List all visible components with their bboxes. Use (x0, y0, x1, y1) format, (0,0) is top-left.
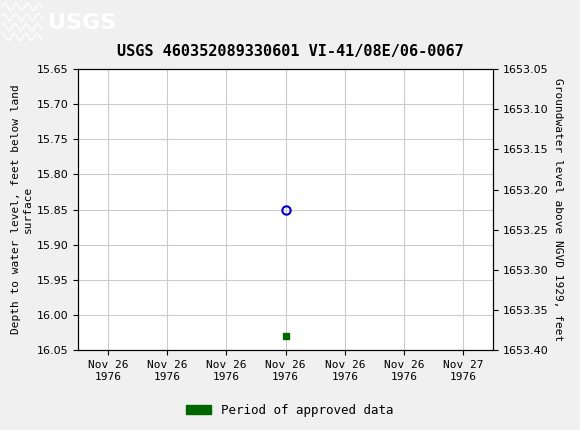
Text: USGS: USGS (48, 13, 116, 33)
Text: USGS 460352089330601 VI-41/08E/06-0067: USGS 460352089330601 VI-41/08E/06-0067 (117, 44, 463, 59)
Y-axis label: Groundwater level above NGVD 1929, feet: Groundwater level above NGVD 1929, feet (553, 78, 563, 341)
Legend: Period of approved data: Period of approved data (181, 399, 399, 421)
Y-axis label: Depth to water level, feet below land
surface: Depth to water level, feet below land su… (11, 85, 32, 335)
